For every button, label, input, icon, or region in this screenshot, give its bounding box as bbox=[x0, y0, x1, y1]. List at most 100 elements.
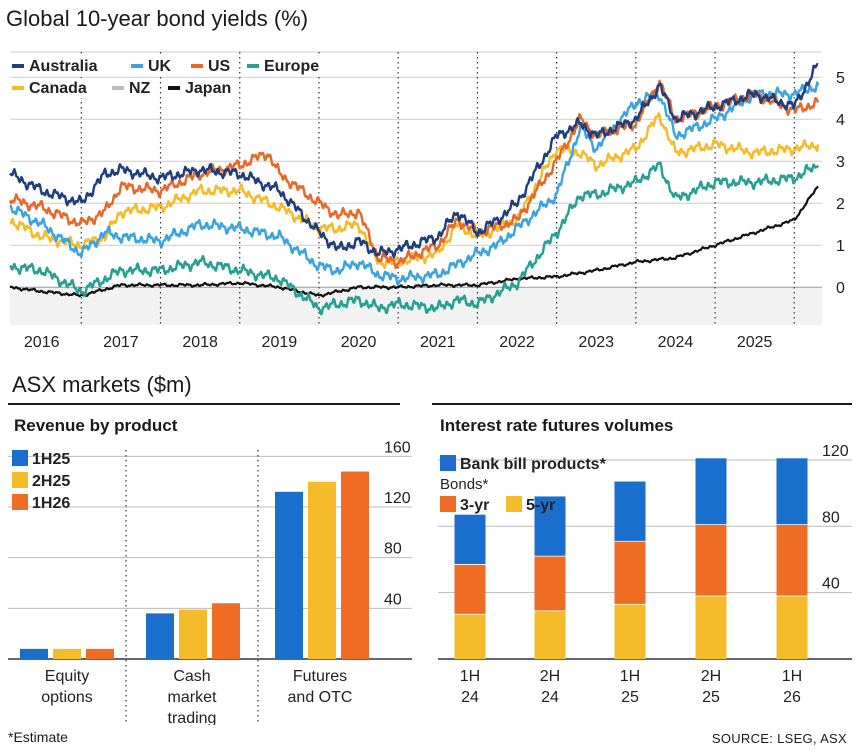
legend-backdrop bbox=[108, 78, 152, 98]
bar-segment-bank-bill-products- bbox=[776, 458, 808, 525]
footnote: *Estimate bbox=[8, 729, 68, 745]
series-line-japan bbox=[9, 185, 819, 298]
section-rule-left bbox=[8, 403, 400, 405]
bar-segment-bank-bill-products- bbox=[695, 458, 727, 525]
section-rule-right bbox=[432, 403, 852, 405]
legend-label: Australia bbox=[29, 58, 98, 75]
category-label: 1H bbox=[620, 668, 640, 685]
y-tick-label: 40 bbox=[822, 576, 840, 593]
legend-swatch-bank-bill bbox=[440, 455, 456, 471]
y-tick-label: 160 bbox=[384, 440, 411, 456]
legend-item-nz: NZ bbox=[108, 78, 152, 98]
bar-segment-5-yr bbox=[534, 610, 566, 659]
legend-backdrop bbox=[8, 78, 92, 98]
category-label: Futures bbox=[293, 668, 347, 685]
y-tick-label: 3 bbox=[836, 154, 845, 171]
bar-segment-3-yr bbox=[695, 524, 727, 596]
legend-swatch-1h26 bbox=[12, 494, 28, 510]
legend-label: 3-yr bbox=[460, 497, 489, 514]
futures-chart: 40 80 120 1H 24 2H 24 1H 25 2H 25 1H 26 Bank bill pro… bbox=[438, 443, 852, 706]
y-tick-label: 5 bbox=[836, 70, 845, 87]
legend-label: Canada bbox=[29, 80, 87, 97]
y-tick-label: 1 bbox=[836, 238, 845, 255]
legend-label: 5-yr bbox=[526, 497, 555, 514]
series-line-uk bbox=[9, 81, 820, 286]
bar-segment-5-yr bbox=[614, 604, 646, 659]
bar-segment-bank-bill-products- bbox=[454, 514, 486, 565]
bar-segment-bank-bill-products- bbox=[534, 496, 566, 557]
category-label: 2H bbox=[540, 668, 560, 685]
legend-label: Bank bill products* bbox=[460, 456, 607, 473]
legend-item-canada: Canada bbox=[8, 78, 92, 98]
bar-segment-3-yr bbox=[776, 524, 808, 596]
bar-segment-bank-bill-products- bbox=[614, 481, 646, 542]
legend-swatch-5yr bbox=[506, 496, 522, 512]
y-tick-label: 40 bbox=[384, 591, 402, 608]
series-line-australia bbox=[9, 63, 819, 259]
category-label: 25 bbox=[702, 689, 720, 706]
series-line-us bbox=[8, 79, 820, 270]
y-tick-label: 120 bbox=[822, 443, 849, 460]
y-tick-label: 80 bbox=[384, 541, 402, 558]
category-label: trading bbox=[168, 710, 217, 725]
legend-backdrop bbox=[8, 56, 122, 76]
legend-item-uk: UK bbox=[127, 56, 172, 76]
bar-1h26 bbox=[86, 648, 114, 659]
category-label: 24 bbox=[461, 689, 479, 706]
legend-label: 1H25 bbox=[32, 451, 70, 468]
bar-1h25 bbox=[146, 613, 174, 659]
legend-swatch-1h25 bbox=[12, 450, 28, 466]
x-tick-label: 2023 bbox=[578, 334, 614, 351]
futures-chart-title: Interest rate futures volumes bbox=[440, 416, 674, 435]
x-tick-label: 2018 bbox=[182, 334, 218, 351]
category-label: 26 bbox=[783, 689, 801, 706]
legend-backdrop bbox=[164, 78, 238, 98]
bar-2h25 bbox=[179, 609, 207, 659]
chart-title: Global 10-year bond yields (%) bbox=[6, 6, 309, 31]
legend-label: 2H25 bbox=[32, 473, 70, 490]
bar-1h26 bbox=[212, 603, 240, 659]
category-label: options bbox=[41, 689, 93, 706]
section-title: ASX markets ($m) bbox=[12, 372, 192, 397]
legend-item-europe: Europe bbox=[243, 56, 327, 76]
bar-segment-5-yr bbox=[695, 595, 727, 659]
bar-1h25 bbox=[20, 648, 48, 659]
legend-label: NZ bbox=[129, 80, 151, 97]
legend-label: UK bbox=[148, 58, 172, 75]
revenue-chart-title: Revenue by product bbox=[14, 416, 178, 435]
x-tick-label: 2021 bbox=[420, 334, 456, 351]
x-tick-label: 2025 bbox=[737, 334, 773, 351]
category-label: 25 bbox=[621, 689, 639, 706]
legend-label: US bbox=[208, 58, 231, 75]
y-tick-label: 120 bbox=[384, 490, 411, 507]
x-tick-label: 2016 bbox=[24, 334, 60, 351]
y-tick-label: 0 bbox=[836, 280, 845, 297]
x-tick-label: 2024 bbox=[658, 334, 694, 351]
legend-label: Europe bbox=[264, 58, 319, 75]
legend-label: 1H26 bbox=[32, 495, 70, 512]
y-tick-label: 4 bbox=[836, 112, 845, 129]
bar-1h26 bbox=[341, 471, 369, 659]
x-tick-label: 2020 bbox=[341, 334, 377, 351]
category-label: 24 bbox=[541, 689, 559, 706]
legend-label: Japan bbox=[185, 80, 231, 97]
bar-segment-3-yr bbox=[534, 556, 566, 611]
category-label: Equity bbox=[45, 668, 89, 685]
source-note: SOURCE: LSEG, ASX bbox=[711, 731, 847, 746]
legend-backdrop bbox=[243, 56, 327, 76]
x-tick-label: 2019 bbox=[262, 334, 298, 351]
bar-segment-3-yr bbox=[614, 541, 646, 605]
bar-segment-5-yr bbox=[454, 614, 486, 659]
category-label: 2H bbox=[701, 668, 721, 685]
legend-backdrop bbox=[187, 56, 231, 76]
bar-2h25 bbox=[53, 648, 81, 659]
category-label: 1H bbox=[460, 668, 480, 685]
legend-group-title: Bonds* bbox=[440, 476, 489, 493]
legend-backdrop bbox=[127, 56, 171, 76]
revenue-chart: 40 80 120 160 Equity options Cash market trading… bbox=[8, 440, 412, 725]
x-tick-label: 2017 bbox=[103, 334, 139, 351]
bar-1h25 bbox=[275, 491, 303, 659]
legend-item-japan: Japan bbox=[164, 78, 238, 98]
legend-swatch-3yr bbox=[440, 496, 456, 512]
bar-segment-3-yr bbox=[454, 564, 486, 615]
